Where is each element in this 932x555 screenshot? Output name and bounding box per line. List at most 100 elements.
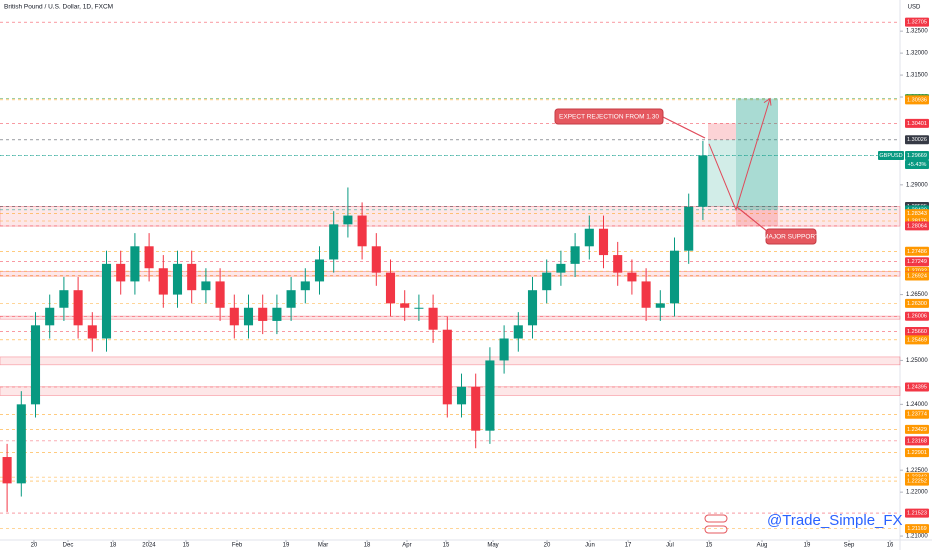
level-label-box [905,326,929,336]
level-label-box [905,476,929,486]
candle-body [243,307,254,326]
candle-body [641,281,651,308]
candle-body [258,307,268,321]
level-label-box [905,221,929,231]
candle-body [669,250,680,304]
level-label: 1.25469 [907,337,927,343]
level-label-box [905,257,929,267]
level-label-box [905,311,929,321]
level-label: 1.27249 [907,259,927,265]
level-label-box [905,448,929,458]
candle-body [527,290,538,326]
candle-body [286,290,296,308]
level-label: 1.29669 [907,153,927,159]
candle-body [371,246,381,273]
level-label-box [905,524,929,534]
symbol-tag: GBPUSD [879,153,902,159]
long-stop-zone [736,209,778,226]
level-label-box [905,271,929,281]
currency: USD [908,5,921,11]
callout-box [765,228,817,245]
candle-body [343,215,353,225]
y-tick-label: 1.32500 [906,29,928,35]
x-tick-label: Apr [402,543,411,549]
level-label: 1.32705 [907,20,927,26]
candle-body [513,325,523,339]
candle-body [471,386,481,431]
level-label: 1.25660 [907,329,927,335]
y-tick-label: 1.25000 [906,358,928,364]
level-label-box [905,298,929,308]
level-label: 1.30936 [907,97,927,103]
level-label: 1.26300 [907,301,927,307]
y-tick-label: 1.21000 [906,534,928,540]
x-tick-label: 20 [31,543,38,549]
level-label: 1.30401 [907,121,927,127]
candle-body [357,215,367,247]
candle-body [655,303,665,308]
x-tick-label: Mar [318,543,328,549]
y-tick-label: 1.22500 [906,468,928,474]
level-label-box [905,135,929,145]
callout-pointer [736,206,769,233]
candle-body [187,263,197,291]
y-tick-label: 1.32000 [906,51,928,57]
candle-body [16,404,26,484]
level-label: 1.21169 [907,526,926,532]
x-tick-label: 18 [110,543,117,549]
x-tick-label: Jul [666,543,674,549]
level-label: 1.26924 [907,273,927,279]
level-label-box [905,118,929,128]
candle-body [584,228,594,247]
x-tick-label: Jun [585,543,595,549]
candle-body [556,263,566,273]
level-label: 1.30026 [907,137,927,143]
arrow-head [763,97,772,106]
y-tick-label: 1.29000 [906,182,928,188]
x-tick-label: 19 [283,543,290,549]
candle-body [101,263,112,339]
level-label-box [905,382,929,392]
level-label-box [905,436,929,446]
level-label-box [905,150,929,160]
x-tick-label: 15 [443,543,450,549]
candle-body [414,307,424,309]
short-stop-zone [708,123,736,140]
candle-body [87,325,97,339]
x-tick-label: 18 [364,543,371,549]
y-tick-label: 1.22000 [906,490,928,496]
candle-body [229,307,239,326]
candle-body [456,386,467,405]
level-label: 1.22901 [907,450,927,456]
callout-text: EXPECT REJECTION FROM 1.30 [559,114,659,121]
candle-body [428,307,438,330]
x-tick-label: Dec [63,543,74,549]
candle-body [59,290,69,308]
callout-pointer [662,116,706,139]
level-label: 1.28064 [907,223,927,229]
candle-body [499,338,509,361]
x-tick-label: 15 [183,543,190,549]
level-label-box [905,17,929,27]
candle-body [570,246,580,264]
level-label-box [905,424,929,434]
candle-body [73,290,83,326]
level-label: 1.27486 [907,249,927,255]
level-label: 1.26006 [907,314,927,320]
candle-body [215,281,225,308]
candle-body [627,272,637,282]
logo-icon [704,525,728,534]
callout-text: MAJOR SUPPORT [763,234,819,241]
x-tick-label: 2024 [142,543,156,549]
candle-body [45,307,55,326]
candle-body [314,259,325,282]
y-tick-label: 1.24000 [906,402,928,408]
candle-body [116,263,126,282]
symbol-tag-box [878,150,904,160]
candle-body [613,255,623,273]
level-label: 1.23774 [907,412,927,418]
level-label-box [905,95,929,105]
level-label-box [905,209,929,219]
y-tick-label: 1.31500 [906,73,928,79]
